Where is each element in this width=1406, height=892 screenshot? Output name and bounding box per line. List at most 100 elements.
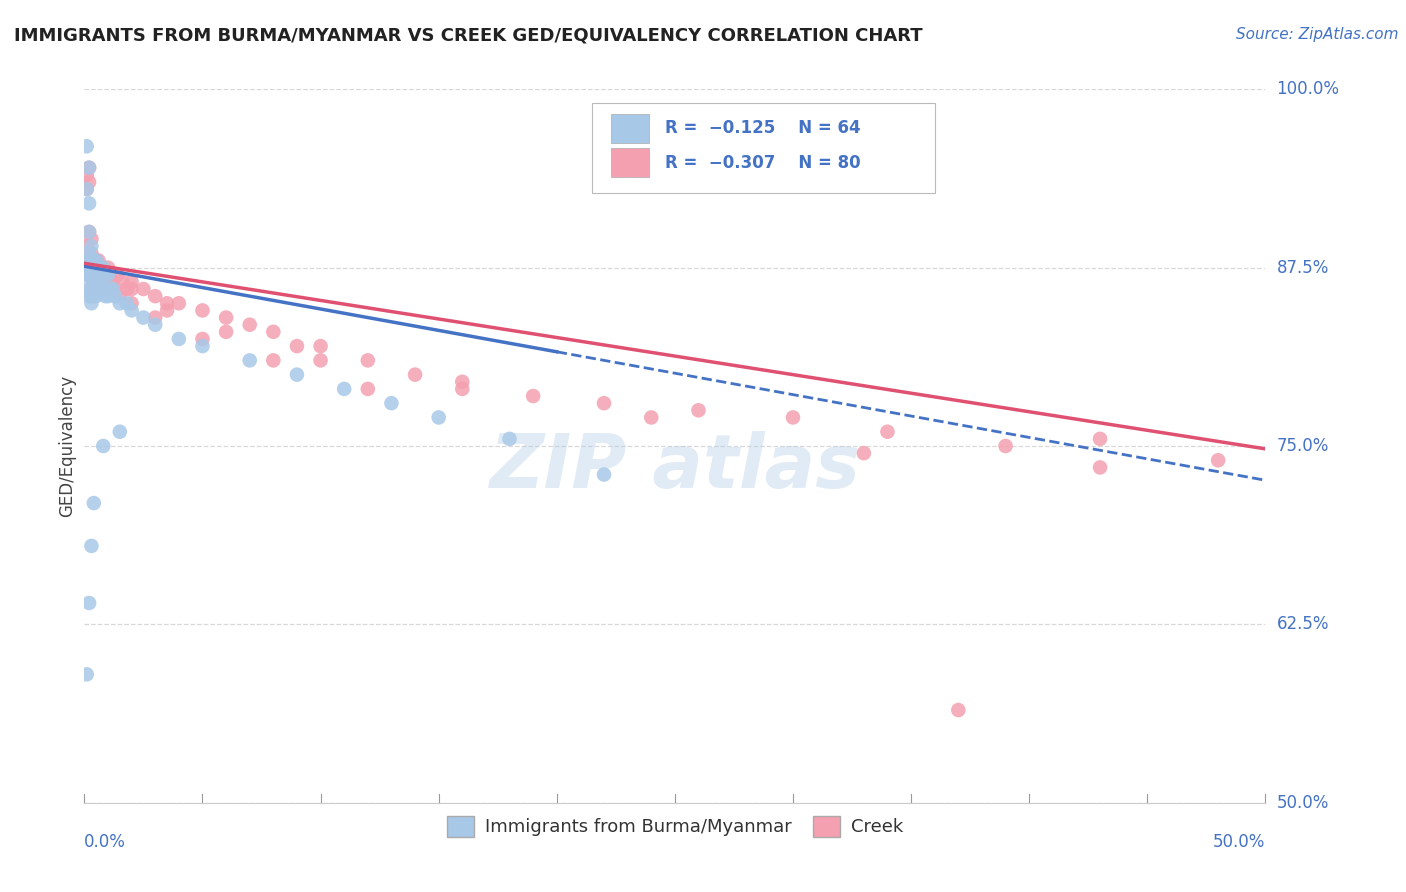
Point: [309, 339, 332, 353]
Point: [77, 596, 100, 610]
Point: [91, 282, 114, 296]
Point: [80, 260, 103, 275]
Point: [239, 318, 262, 332]
Y-axis label: GED/Equivalency: GED/Equivalency: [58, 375, 76, 517]
Point: [357, 382, 380, 396]
Point: [77, 260, 100, 275]
Point: [94, 268, 117, 282]
Point: [522, 389, 544, 403]
Point: [90, 260, 112, 275]
Text: ZIP atlas: ZIP atlas: [489, 431, 860, 504]
Point: [76, 139, 98, 153]
Point: [262, 325, 284, 339]
Point: [156, 296, 179, 310]
Point: [262, 353, 284, 368]
Point: [1206, 453, 1229, 467]
Point: [1088, 460, 1111, 475]
Point: [451, 375, 474, 389]
Point: [143, 318, 166, 332]
Point: [143, 310, 166, 325]
Point: [77, 253, 100, 268]
Point: [285, 368, 308, 382]
Point: [83, 260, 105, 275]
Point: [77, 196, 100, 211]
Text: 50.0%: 50.0%: [1277, 794, 1329, 812]
Text: 0.0%: 0.0%: [84, 833, 127, 851]
Point: [76, 239, 98, 253]
Point: [994, 439, 1017, 453]
Point: [876, 425, 898, 439]
Point: [90, 268, 112, 282]
Point: [215, 325, 238, 339]
Point: [91, 260, 114, 275]
Point: [640, 410, 662, 425]
Point: [90, 275, 112, 289]
Point: [77, 246, 100, 260]
Point: [87, 253, 110, 268]
Point: [91, 260, 114, 275]
Point: [309, 353, 332, 368]
Point: [83, 275, 105, 289]
Point: [80, 268, 103, 282]
Point: [84, 253, 107, 268]
Point: [121, 296, 143, 310]
Point: [83, 253, 105, 268]
Point: [111, 275, 134, 289]
FancyBboxPatch shape: [612, 114, 650, 143]
Point: [76, 182, 98, 196]
Point: [76, 268, 98, 282]
Point: [101, 282, 124, 296]
Point: [91, 439, 114, 453]
Point: [107, 268, 129, 282]
Point: [77, 175, 100, 189]
Point: [84, 282, 107, 296]
Point: [451, 382, 474, 396]
Point: [97, 260, 120, 275]
Point: [688, 403, 710, 417]
Point: [143, 289, 166, 303]
Point: [593, 396, 616, 410]
Point: [239, 353, 262, 368]
Point: [97, 289, 120, 303]
Point: [108, 425, 131, 439]
Point: [357, 353, 380, 368]
Point: [76, 667, 98, 681]
Point: [83, 496, 105, 510]
Text: 50.0%: 50.0%: [1213, 833, 1265, 851]
Point: [77, 161, 100, 175]
Point: [83, 275, 105, 289]
Point: [191, 339, 214, 353]
Point: [76, 168, 98, 182]
Point: [80, 282, 103, 296]
Point: [285, 339, 308, 353]
Point: [84, 260, 107, 275]
Point: [167, 296, 190, 310]
Point: [108, 296, 131, 310]
Point: [84, 253, 107, 268]
Point: [80, 260, 103, 275]
Point: [101, 275, 124, 289]
Point: [90, 260, 112, 275]
Point: [80, 239, 103, 253]
Point: [91, 268, 114, 282]
Point: [84, 268, 107, 282]
Text: IMMIGRANTS FROM BURMA/MYANMAR VS CREEK GED/EQUIVALENCY CORRELATION CHART: IMMIGRANTS FROM BURMA/MYANMAR VS CREEK G…: [14, 27, 922, 45]
Point: [87, 260, 110, 275]
Point: [80, 246, 103, 260]
Point: [77, 161, 100, 175]
Point: [80, 253, 103, 268]
Point: [427, 410, 450, 425]
Point: [77, 225, 100, 239]
Point: [83, 253, 105, 268]
Point: [782, 410, 804, 425]
Point: [121, 303, 143, 318]
Point: [98, 268, 121, 282]
Point: [83, 289, 105, 303]
Point: [80, 268, 103, 282]
Point: [108, 289, 131, 303]
Point: [97, 282, 120, 296]
Point: [333, 382, 356, 396]
Point: [94, 268, 117, 282]
Point: [498, 432, 520, 446]
Point: [167, 332, 190, 346]
